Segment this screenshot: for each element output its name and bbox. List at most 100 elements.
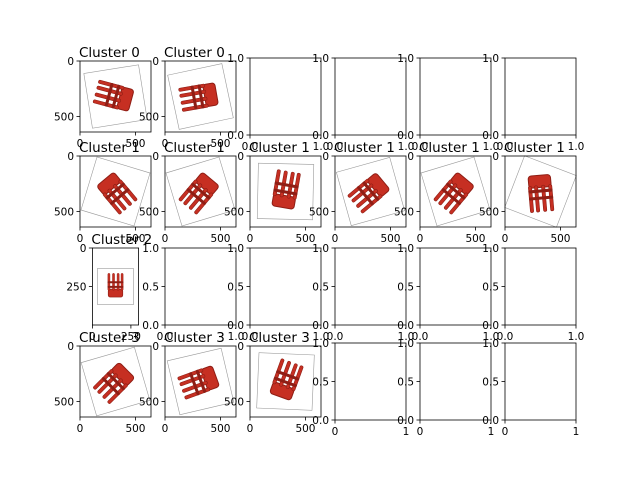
x-tick-label: 1.0 bbox=[228, 331, 245, 343]
y-tick-label: 0.5 bbox=[227, 282, 244, 294]
y-tick-label: 0.0 bbox=[227, 320, 244, 332]
x-tick-label: 500 bbox=[550, 233, 570, 245]
axes-frame bbox=[79, 155, 152, 228]
axes-frame bbox=[249, 247, 322, 326]
chair-crossbar bbox=[528, 188, 553, 194]
x-tick-label: 1.0 bbox=[313, 331, 330, 343]
chair-seat bbox=[527, 174, 552, 189]
x-tick-label: 500 bbox=[295, 233, 315, 245]
y-tick-label: 1.0 bbox=[227, 53, 244, 65]
x-tick-label: 1.0 bbox=[568, 141, 585, 153]
chair-crossbar bbox=[189, 372, 200, 396]
image-frame bbox=[256, 162, 315, 221]
chair-seat bbox=[202, 82, 219, 107]
x-tick-label: 500 bbox=[125, 423, 145, 435]
y-tick-label: 500 bbox=[394, 206, 414, 218]
y-tick-label: 1.0 bbox=[312, 243, 329, 255]
y-tick-label: 0.5 bbox=[482, 377, 499, 389]
image-frame bbox=[256, 352, 315, 411]
subplot-title: Cluster 1 bbox=[249, 140, 310, 156]
axes-frame bbox=[249, 57, 322, 136]
y-tick-label: 500 bbox=[224, 206, 244, 218]
image-frame bbox=[83, 64, 148, 129]
subplot-title: Cluster 2 bbox=[91, 232, 152, 248]
y-tick-label: 0 bbox=[237, 341, 244, 353]
chair-crossbar bbox=[446, 182, 466, 200]
subplot-15: 0.0 1.00.00.51.0 bbox=[312, 243, 414, 343]
y-tick-label: 0.5 bbox=[397, 377, 414, 389]
y-tick-label: 0.0 bbox=[397, 320, 414, 332]
y-tick-label: 0.5 bbox=[482, 282, 499, 294]
x-tick-label: 500 bbox=[465, 233, 485, 245]
x-tick-label: 500 bbox=[210, 233, 230, 245]
y-tick-label: 1.0 bbox=[397, 53, 414, 65]
chair-seat bbox=[367, 173, 390, 197]
image-frame bbox=[80, 346, 151, 417]
x-tick-label: 1 bbox=[573, 426, 580, 438]
y-tick-label: 500 bbox=[309, 206, 329, 218]
chair-image bbox=[269, 358, 304, 401]
subplot-13: 0.0 1.00.00.51.0 bbox=[142, 243, 244, 343]
y-tick-label: 0.0 bbox=[312, 415, 329, 427]
y-tick-label: 0 bbox=[67, 151, 74, 163]
x-tick-label: 0 bbox=[417, 233, 424, 245]
image-frame-group bbox=[80, 156, 151, 227]
subplot-18: 0 500 0 500 Cluster 3 bbox=[54, 330, 152, 435]
x-tick-label: 500 bbox=[210, 423, 230, 435]
axes-frame bbox=[79, 345, 152, 418]
chair-crossbar bbox=[107, 281, 124, 284]
y-tick-label: 1.0 bbox=[142, 243, 159, 255]
y-tick-label: 500 bbox=[139, 206, 159, 218]
image-frame bbox=[420, 156, 491, 227]
y-tick-label: 1.0 bbox=[482, 53, 499, 65]
y-tick-label: 250 bbox=[66, 282, 86, 294]
subplot-title: Cluster 3 bbox=[249, 330, 310, 346]
x-tick-label: 0.0 bbox=[157, 331, 174, 343]
x-tick-label: 0 bbox=[332, 233, 339, 245]
image-frame bbox=[165, 156, 236, 227]
x-tick-label: 0 bbox=[162, 423, 169, 435]
subplot-8: 0 500 0 500 Cluster 1 bbox=[224, 140, 322, 245]
chair-crossbar bbox=[276, 370, 300, 381]
subplot-11: 0 500 0 500 Cluster 1 bbox=[479, 140, 577, 245]
chair-crossbar bbox=[106, 372, 125, 391]
subplot-5: 0.0 1.00.01.0 bbox=[482, 53, 584, 153]
chair-crossbar bbox=[104, 82, 114, 107]
subplot-title: Cluster 3 bbox=[79, 330, 140, 346]
y-tick-label: 1.0 bbox=[397, 243, 414, 255]
y-tick-label: 0 bbox=[407, 151, 414, 163]
y-tick-label: 1.0 bbox=[312, 338, 329, 350]
y-tick-label: 500 bbox=[54, 206, 74, 218]
x-tick-label: 0 bbox=[332, 426, 339, 438]
chair-image bbox=[178, 172, 219, 215]
y-tick-label: 0 bbox=[80, 243, 87, 255]
image-frame-group bbox=[97, 268, 134, 305]
subplot-0: 0 500 0 500 Cluster 0 bbox=[54, 45, 152, 150]
axes-frame bbox=[334, 247, 407, 326]
y-tick-label: 0.0 bbox=[482, 320, 499, 332]
axes-frame bbox=[504, 247, 577, 326]
subplot-17: 0.0 1.00.00.51.0 bbox=[482, 243, 584, 343]
chair-image bbox=[177, 365, 220, 400]
subplot-22: 0 10.00.51.0 bbox=[397, 338, 494, 438]
image-frame-group bbox=[167, 63, 234, 130]
axes-frame bbox=[419, 342, 492, 421]
x-tick-label: 250 bbox=[121, 331, 141, 343]
subplot-16: 0.0 1.00.00.51.0 bbox=[397, 243, 499, 343]
chair-crossbar bbox=[441, 188, 461, 205]
x-tick-label: 0 bbox=[247, 423, 254, 435]
chair-image bbox=[107, 273, 124, 298]
image-frame-group bbox=[420, 156, 491, 227]
chair-seat bbox=[450, 172, 474, 195]
y-tick-label: 0 bbox=[322, 151, 329, 163]
image-frame-group bbox=[504, 155, 577, 228]
y-tick-label: 1.0 bbox=[312, 53, 329, 65]
y-tick-label: 0 bbox=[152, 151, 159, 163]
chair-seat bbox=[111, 362, 135, 386]
y-tick-label: 1.0 bbox=[397, 338, 414, 350]
x-tick-label: 1 bbox=[488, 426, 495, 438]
image-frame bbox=[97, 268, 134, 305]
x-tick-label: 500 bbox=[125, 138, 145, 150]
subplot-1: 0 500 0 500 Cluster 0 bbox=[139, 45, 237, 150]
